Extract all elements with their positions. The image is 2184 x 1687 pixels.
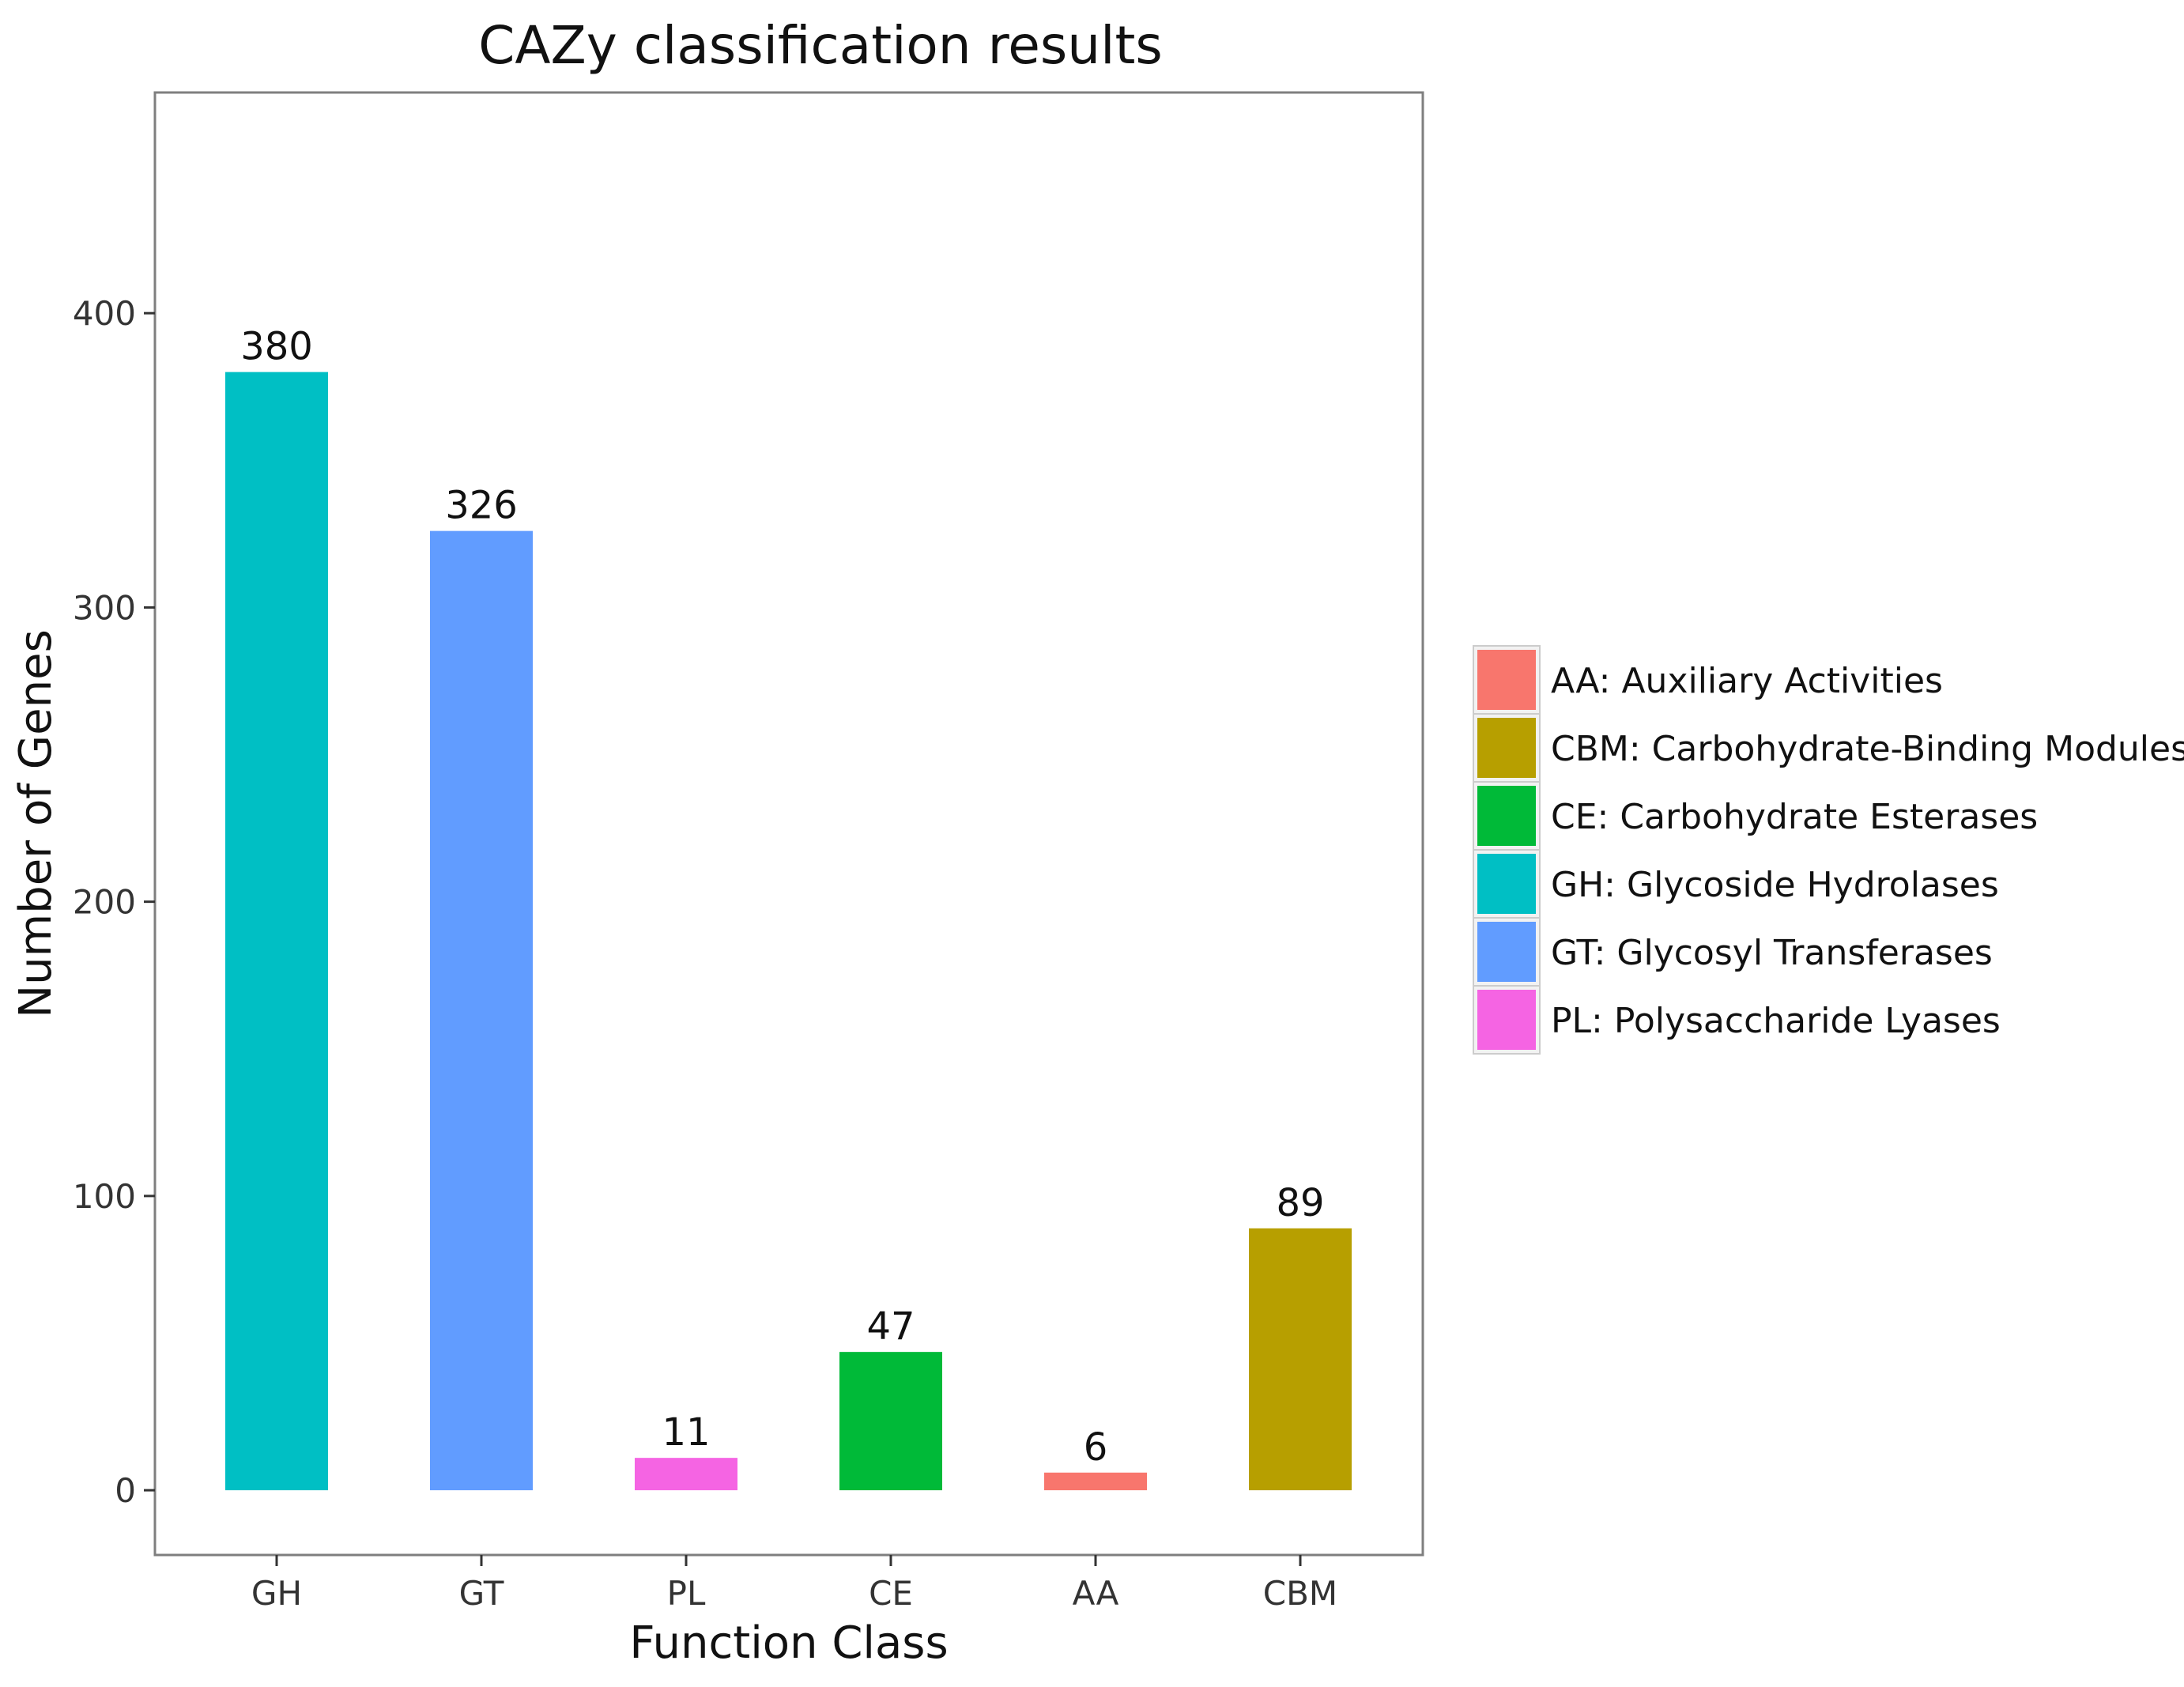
legend-swatch [1477,854,1536,914]
x-tick-label-gt: GT [459,1574,504,1613]
plot-panel [153,91,1424,1557]
legend-item-gt: GT: Glycosyl Transferases [1473,917,1993,987]
legend-label: CE: Carbohydrate Esterases [1551,797,2038,837]
data-label-gh: 380 [240,325,313,369]
x-axis: GH GT PL CE AA CBM [251,1555,1337,1613]
legend-swatch [1477,922,1536,982]
x-axis-title: Function Class [629,1617,948,1669]
bar-aa [1044,1472,1147,1491]
legend-item-ce: CE: Carbohydrate Esterases [1473,781,2038,851]
legend-item-pl: PL: Polysaccharide Lyases [1473,985,2001,1055]
y-tick-label: 400 [73,294,136,333]
data-label-ce: 47 [866,1304,915,1349]
y-tick-label: 200 [73,883,136,922]
y-tick-label: 300 [73,588,136,627]
data-label-gt: 326 [445,484,518,528]
data-label-cbm: 89 [1276,1181,1324,1225]
data-labels: 380 326 11 47 6 89 [240,325,1324,1470]
legend-item-cbm: CBM: Carbohydrate-Binding Modules [1473,713,2184,783]
x-tick-label-aa: AA [1073,1574,1119,1613]
legend: AA: Auxiliary Activities CBM: Carbohydrat… [1473,645,2184,1055]
legend-label: GT: Glycosyl Transferases [1551,933,1993,973]
bars [225,372,1352,1491]
x-tick-label-ce: CE [869,1574,913,1613]
x-tick-label-gh: GH [251,1574,302,1613]
bar-gh [225,372,328,1491]
data-label-aa: 6 [1084,1425,1108,1470]
bar-gt [430,530,533,1491]
legend-label: GH: Glycoside Hydrolases [1551,865,1999,905]
bar-cbm [1249,1228,1352,1491]
bar-ce [839,1352,942,1491]
data-label-pl: 11 [662,1410,710,1455]
legend-swatch [1477,786,1536,846]
legend-swatch [1477,650,1536,710]
legend-item-gh: GH: Glycoside Hydrolases [1473,849,1999,919]
x-tick-label-cbm: CBM [1263,1574,1337,1613]
chart-title: CAZy classification results [478,15,1162,76]
legend-label: PL: Polysaccharide Lyases [1551,1001,2001,1041]
x-tick-label-pl: PL [667,1574,706,1613]
legend-label: CBM: Carbohydrate-Binding Modules [1551,729,2184,769]
y-tick-label: 0 [115,1471,136,1510]
legend-label: AA: Auxiliary Activities [1551,661,1943,701]
legend-swatch [1477,718,1536,778]
y-axis: 0 100 200 300 400 [73,294,155,1510]
legend-swatch [1477,990,1536,1050]
bar-pl [635,1458,737,1491]
y-tick-label: 100 [73,1177,136,1216]
legend-item-aa: AA: Auxiliary Activities [1473,645,1943,715]
y-axis-title: Number of Genes [10,629,62,1018]
